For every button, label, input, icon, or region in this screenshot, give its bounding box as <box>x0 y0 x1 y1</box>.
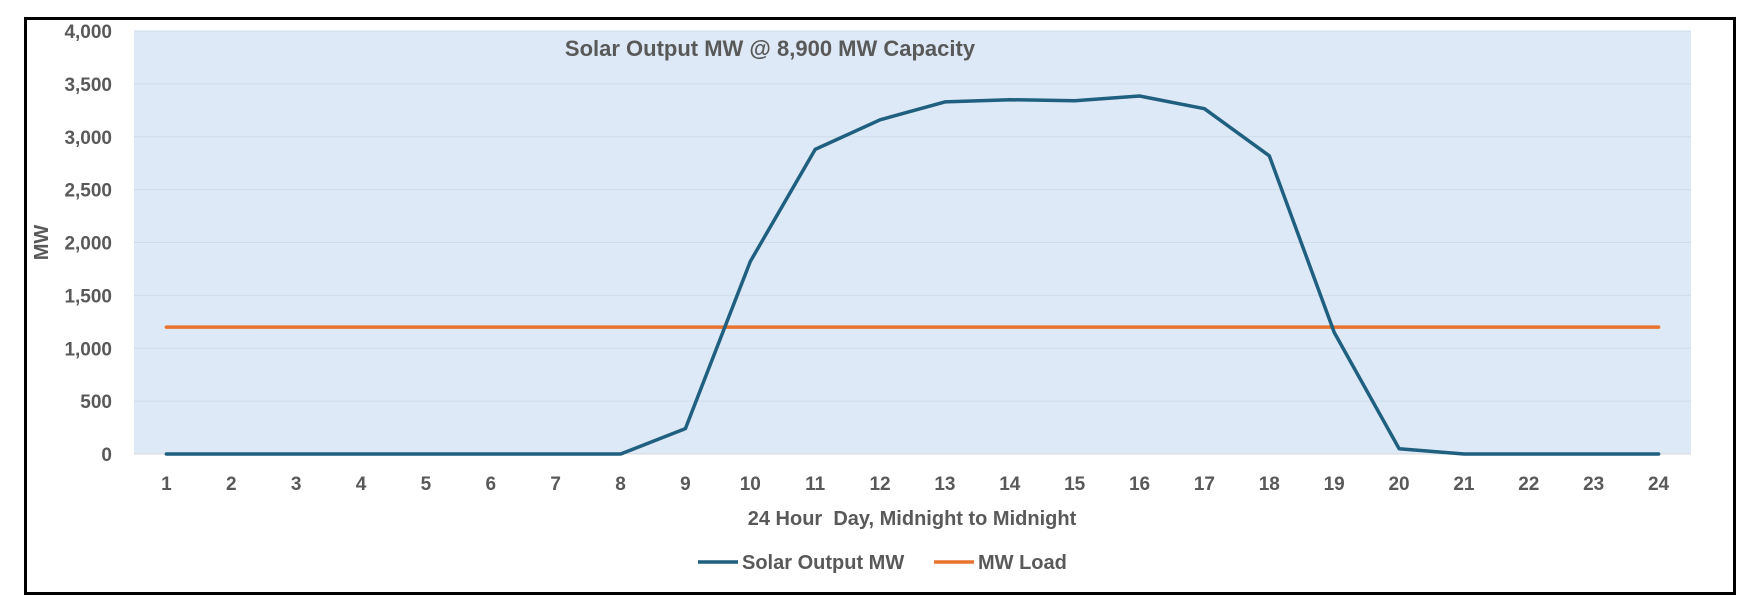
y-tick-label: 3,000 <box>64 128 112 149</box>
x-tick-label: 17 <box>1194 474 1215 495</box>
y-tick-label: 4,000 <box>64 22 112 43</box>
gridlines <box>134 30 1691 455</box>
series-lines <box>164 94 1661 456</box>
legend-label: MW Load <box>978 552 1067 574</box>
x-tick-label: 1 <box>161 474 172 495</box>
x-tick-label: 21 <box>1453 474 1475 495</box>
x-tick-label: 6 <box>486 474 497 495</box>
x-tick-label: 23 <box>1583 474 1604 495</box>
x-tick-label: 14 <box>999 474 1021 495</box>
y-axis-ticks: 0 500 1,000 1,500 2,000 2,500 3,000 3,500 4,000 <box>64 22 112 466</box>
series-line-solar-output <box>164 94 1661 456</box>
x-tick-label: 20 <box>1388 474 1409 495</box>
x-tick-label: 24 <box>1648 474 1670 495</box>
x-tick-label: 9 <box>680 474 691 495</box>
y-tick-label: 1,000 <box>64 339 112 360</box>
x-axis-title: 24 Hour Day, Midnight to Midnight <box>748 508 1077 530</box>
y-tick-label: 2,500 <box>64 181 112 202</box>
y-tick-label: 500 <box>80 392 112 413</box>
x-tick-label: 22 <box>1518 474 1539 495</box>
x-tick-label: 10 <box>740 474 761 495</box>
x-tick-label: 16 <box>1129 474 1150 495</box>
x-tick-label: 5 <box>421 474 432 495</box>
x-tick-label: 4 <box>356 474 367 495</box>
x-tick-label: 15 <box>1064 474 1086 495</box>
y-tick-label: 0 <box>101 445 112 466</box>
legend: Solar Output MW MW Load <box>698 552 1067 574</box>
y-tick-label: 3,500 <box>64 75 112 96</box>
x-tick-label: 19 <box>1324 474 1345 495</box>
x-tick-label: 18 <box>1259 474 1280 495</box>
x-tick-label: 2 <box>226 474 237 495</box>
y-tick-label: 2,000 <box>64 234 112 255</box>
x-tick-label: 12 <box>869 474 890 495</box>
legend-label: Solar Output MW <box>742 552 904 574</box>
y-axis-title: MW <box>31 225 53 261</box>
x-tick-label: 13 <box>934 474 955 495</box>
chart-title: Solar Output MW @ 8,900 MW Capacity <box>565 36 976 61</box>
x-tick-label: 11 <box>805 474 826 495</box>
y-tick-label: 1,500 <box>64 286 112 307</box>
x-tick-label: 7 <box>550 474 561 495</box>
x-axis-ticks: 1 2 3 4 5 6 7 8 9 10 11 12 13 14 15 16 17 18 19 20 21 22 23 24 <box>161 474 1669 495</box>
x-tick-label: 8 <box>615 474 626 495</box>
x-tick-label: 3 <box>291 474 302 495</box>
